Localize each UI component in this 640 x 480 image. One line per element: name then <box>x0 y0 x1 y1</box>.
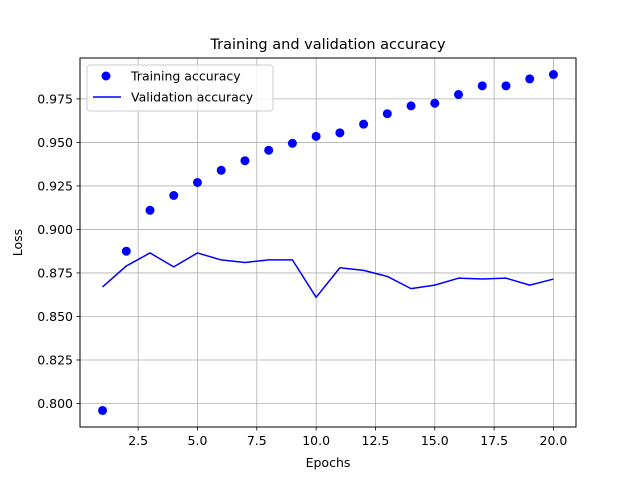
series-line-validation-accuracy <box>102 252 554 299</box>
point-training-accuracy <box>192 177 202 187</box>
point-training-accuracy <box>216 165 226 175</box>
x-axis-title: Epochs <box>306 455 351 470</box>
legend-marker-training <box>101 71 111 81</box>
point-training-accuracy <box>359 119 369 129</box>
point-training-accuracy <box>145 205 155 215</box>
legend-label-validation: Validation accuracy <box>131 90 254 105</box>
point-training-accuracy <box>335 128 345 138</box>
y-tick-label: 0.825 <box>37 352 73 367</box>
y-tick-label: 0.850 <box>37 309 73 324</box>
point-training-accuracy <box>264 145 274 155</box>
grid <box>80 58 576 427</box>
point-training-accuracy <box>240 156 250 166</box>
point-training-accuracy <box>169 191 179 200</box>
point-training-accuracy <box>287 138 297 148</box>
point-training-accuracy <box>121 246 131 256</box>
y-tick-label: 0.975 <box>37 91 73 106</box>
point-training-accuracy <box>525 74 535 84</box>
y-tick-label: 0.900 <box>37 222 73 237</box>
x-tick-label: 2.5 <box>128 433 148 448</box>
x-tick-label: 12.5 <box>362 433 390 448</box>
y-axis-title: Loss <box>10 229 25 256</box>
axis-ticks: 2.5 5.0 7.5 10.0 12.5 15.0 17.5 20.0 0.800 0.825 0… <box>37 91 567 448</box>
point-training-accuracy <box>406 101 416 111</box>
point-training-accuracy <box>382 109 392 119</box>
point-training-accuracy <box>311 131 321 141</box>
point-training-accuracy <box>430 98 440 108</box>
x-tick-label: 7.5 <box>247 433 267 448</box>
chart-title: Training and validation accuracy <box>209 37 446 53</box>
x-tick-label: 5.0 <box>188 433 208 448</box>
plot-frame <box>79 57 577 428</box>
legend-box <box>86 64 274 112</box>
x-tick-label: 15.0 <box>421 433 449 448</box>
plot-series <box>98 70 558 415</box>
y-tick-label: 0.875 <box>37 265 73 280</box>
legend-label-training: Training accuracy <box>130 69 241 84</box>
x-tick-label: 20.0 <box>540 433 568 448</box>
point-training-accuracy <box>98 405 108 415</box>
x-tick-label: 17.5 <box>480 433 508 448</box>
x-tick-label: 10.0 <box>302 433 330 448</box>
y-tick-label: 0.925 <box>37 178 73 193</box>
point-training-accuracy <box>548 70 558 80</box>
y-tick-label: 0.950 <box>37 135 73 150</box>
legend: Training accuracy Validation accuracy <box>86 64 274 112</box>
point-training-accuracy <box>477 81 487 91</box>
point-training-accuracy <box>454 90 464 100</box>
point-training-accuracy <box>501 81 511 91</box>
y-tick-label: 0.800 <box>37 396 73 411</box>
